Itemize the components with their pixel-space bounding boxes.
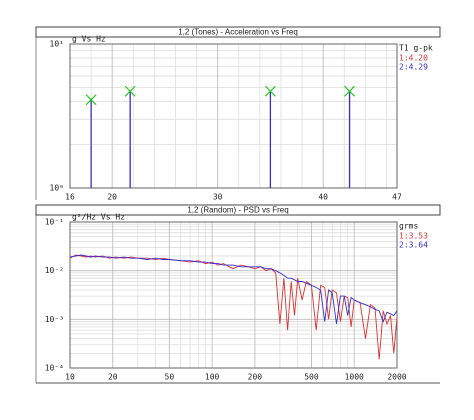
plot-frame bbox=[69, 221, 398, 369]
x-tick-label: 1000 bbox=[345, 373, 364, 382]
legend-title: grms bbox=[399, 222, 418, 231]
y-tick-label: 10⁻⁴ bbox=[45, 364, 64, 373]
y-tick-label: 10⁰ bbox=[50, 184, 64, 193]
title-bar bbox=[35, 26, 441, 38]
x-tick-label: 16 bbox=[65, 193, 75, 202]
legend-entry: 2:3.64 bbox=[399, 241, 428, 250]
legend-entry: 2:4.29 bbox=[399, 63, 428, 72]
plot-frame bbox=[69, 43, 398, 189]
y-tick-label: 10¹ bbox=[50, 40, 64, 49]
tone-marker bbox=[124, 85, 136, 97]
y-tick-label: 10⁻² bbox=[45, 266, 64, 275]
tone-marker bbox=[344, 85, 355, 97]
chart-title: 1,2 (Tones) - Acceleration vs Freq bbox=[178, 28, 298, 37]
x-tick-label: 20 bbox=[107, 193, 117, 202]
x-tick-label: 10 bbox=[65, 373, 75, 382]
y-axis-label: g Vs Hz bbox=[72, 35, 106, 44]
x-tick-label: 50 bbox=[165, 373, 175, 382]
x-tick-label: 100 bbox=[205, 373, 220, 382]
x-tick-label: 20 bbox=[108, 373, 118, 382]
y-tick-label: 10⁻¹ bbox=[45, 218, 64, 227]
legend-entry: 1:4.20 bbox=[399, 54, 428, 63]
x-tick-label: 200 bbox=[248, 373, 263, 382]
title-bar bbox=[35, 204, 441, 216]
x-tick-label: 40 bbox=[318, 193, 328, 202]
tone-marker bbox=[265, 85, 276, 97]
y-tick-label: 10⁻³ bbox=[45, 315, 64, 324]
chart-title: 1,2 (Random) - PSD vs Freq bbox=[187, 206, 288, 215]
x-tick-label: 30 bbox=[213, 193, 223, 202]
x-tick-label: 47 bbox=[392, 193, 402, 202]
tone-marker bbox=[85, 94, 97, 106]
series-line bbox=[69, 254, 398, 325]
legend-title: T1 g-pk bbox=[399, 44, 433, 53]
x-tick-label: 2000 bbox=[387, 373, 406, 382]
legend-entry: 1:3.53 bbox=[399, 232, 428, 241]
x-tick-label: 500 bbox=[304, 373, 319, 382]
y-axis-label: g²/Hz Vs Hz bbox=[72, 213, 125, 222]
